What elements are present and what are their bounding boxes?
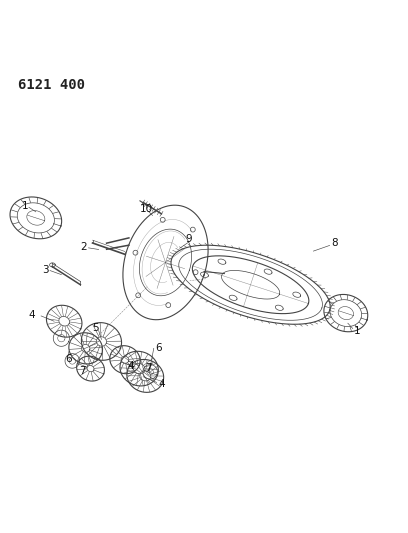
Text: 6: 6: [66, 354, 72, 364]
Text: 5: 5: [93, 323, 99, 333]
Text: 6: 6: [155, 343, 162, 353]
Text: 7: 7: [79, 366, 86, 376]
Text: 4: 4: [29, 310, 35, 320]
Text: 3: 3: [42, 265, 49, 274]
Text: 6121 400: 6121 400: [18, 78, 84, 92]
Text: 9: 9: [185, 234, 192, 244]
Text: 4: 4: [128, 361, 134, 371]
Text: 7: 7: [146, 363, 152, 373]
Text: 2: 2: [80, 242, 87, 252]
Text: 8: 8: [331, 238, 338, 248]
Text: 1: 1: [354, 326, 361, 336]
Text: 4: 4: [158, 379, 165, 389]
Text: 10: 10: [140, 204, 153, 214]
Text: 1: 1: [22, 201, 28, 211]
